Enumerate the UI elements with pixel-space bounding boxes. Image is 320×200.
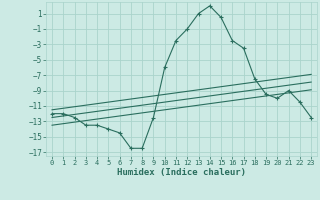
X-axis label: Humidex (Indice chaleur): Humidex (Indice chaleur) bbox=[117, 168, 246, 177]
